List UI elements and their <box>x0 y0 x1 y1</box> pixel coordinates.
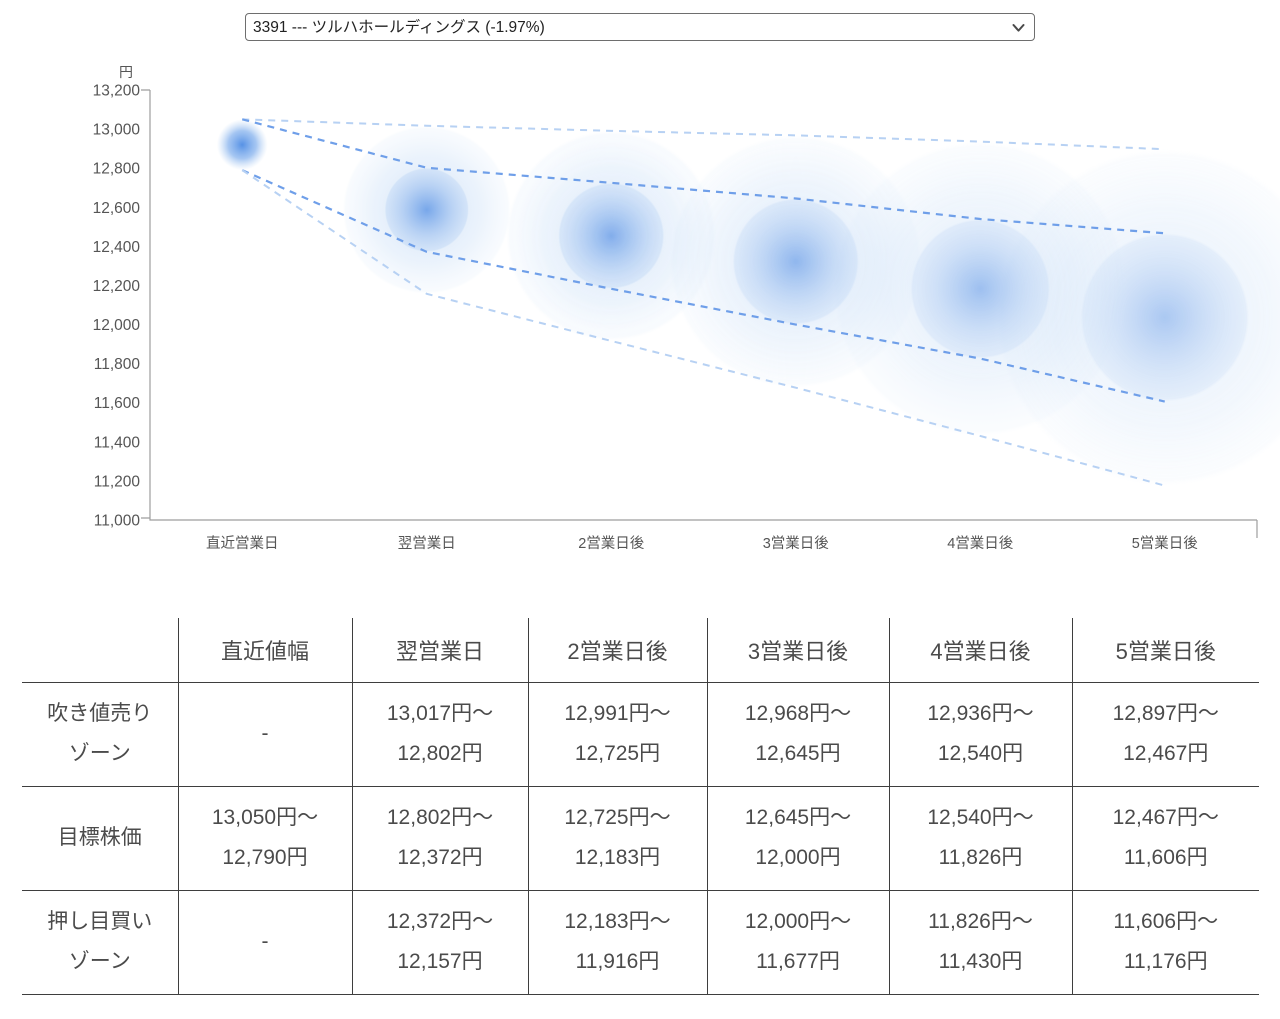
stock-selector-wrap: 3391 --- ツルハホールディングス (-1.97%) <box>245 13 1035 41</box>
y-tick-label: 12,600 <box>93 200 141 217</box>
y-tick-label: 12,400 <box>93 239 141 256</box>
chart-axes <box>141 89 1258 538</box>
price-range-cell: 13,050円～ 12,790円 <box>177 785 353 891</box>
forecast-bubble-inner <box>384 167 469 252</box>
forecast-bubble <box>342 125 511 294</box>
y-tick-label: 13,200 <box>93 83 141 100</box>
forecast-table: 直近値幅 翌営業日 2営業日後 3営業日後 4営業日後 5営業日後 吹き値売り … <box>22 618 1259 995</box>
price-range-cell: 12,802円～ 12,372円 <box>351 785 529 891</box>
y-axis-unit: 円 <box>119 64 133 80</box>
price-range-cell: 12,183円～ 11,916円 <box>527 889 708 995</box>
price-range-cell: 13,017円～ 12,802円 <box>351 681 529 787</box>
price-range-cell: 12,991円～ 12,725円 <box>527 681 708 787</box>
y-tick-label: 13,000 <box>93 122 141 139</box>
table-header-cell: 直近値幅 <box>177 618 353 683</box>
y-tick-label: 11,800 <box>94 356 141 373</box>
price-range-cell: 12,000円～ 11,677円 <box>706 889 890 995</box>
table-header-cell: 2営業日後 <box>527 618 708 683</box>
forecast-bubble-inner <box>732 198 859 325</box>
price-range-cell: 12,968円～ 12,645円 <box>706 681 890 787</box>
y-tick-label: 11,000 <box>94 513 141 530</box>
price-range-cell: 12,725円～ 12,183円 <box>527 785 708 891</box>
x-tick-label: 翌営業日 <box>398 535 456 552</box>
price-range-cell: 12,540円～ 11,826円 <box>888 785 1073 891</box>
price-range-cell: 11,826円～ 11,430円 <box>888 889 1073 995</box>
forecast-range-line <box>242 118 1165 151</box>
price-range-cell: - <box>177 681 353 787</box>
forecast-bubble-inner <box>558 182 665 289</box>
table-header-cell: 3営業日後 <box>706 618 890 683</box>
forecast-range-line <box>241 118 1165 235</box>
table-row-buy-zone: 押し目買い ゾーン - 12,372円～ 12,157円 12,183円～ 11… <box>22 889 1259 995</box>
stock-selector[interactable]: 3391 --- ツルハホールディングス (-1.97%) <box>245 13 1035 41</box>
price-range-cell: - <box>177 889 353 995</box>
forecast-bubble <box>669 135 922 388</box>
y-tick-label: 11,600 <box>94 395 141 412</box>
price-range-cell: 12,467円～ 11,606円 <box>1071 785 1259 891</box>
y-tick-label: 12,200 <box>93 278 141 295</box>
forecast-range-line <box>241 169 1165 403</box>
y-tick-label: 12,000 <box>93 317 141 334</box>
x-tick-label: 直近営業日 <box>206 535 279 552</box>
x-tick-label: 2営業日後 <box>578 535 645 552</box>
table-header-row: 直近値幅 翌営業日 2営業日後 3営業日後 4営業日後 5営業日後 <box>22 618 1259 683</box>
y-tick-label: 11,400 <box>94 434 141 451</box>
forecast-bubble <box>506 130 717 341</box>
row-label: 目標株価 <box>22 785 179 891</box>
table-header-cell: 4営業日後 <box>888 618 1073 683</box>
y-tick-label: 12,800 <box>93 161 141 178</box>
row-label: 押し目買い ゾーン <box>22 889 179 995</box>
price-range-cell: 12,372円～ 12,157円 <box>351 889 529 995</box>
price-range-cell: 12,936円～ 12,540円 <box>888 681 1073 787</box>
y-tick-label: 11,200 <box>94 473 141 490</box>
x-tick-label: 4営業日後 <box>947 535 1014 552</box>
table-row-target-price: 目標株価 13,050円～ 12,790円 12,802円～ 12,372円 1… <box>22 785 1259 891</box>
forecast-range-line <box>241 169 1166 487</box>
price-range-cell: 12,645円～ 12,000円 <box>706 785 890 891</box>
current-price-bubble <box>216 119 268 171</box>
table-header-cell: 翌営業日 <box>351 618 529 683</box>
forecast-chart: 円 13,200 13,000 12,800 12,600 12,400 12,200 12,… <box>93 64 1280 552</box>
x-tick-label: 5営業日後 <box>1132 535 1199 552</box>
row-label: 吹き値売り ゾーン <box>22 681 179 787</box>
price-range-cell: 11,606円～ 11,176円 <box>1071 889 1259 995</box>
table-corner-cell <box>22 618 179 683</box>
table-header-cell: 5営業日後 <box>1071 618 1259 683</box>
price-range-cell: 12,897円～ 12,467円 <box>1071 681 1259 787</box>
x-tick-label: 3営業日後 <box>763 535 830 552</box>
forecast-bubble-inner <box>910 219 1051 359</box>
table-row-sell-zone: 吹き値売り ゾーン - 13,017円～ 12,802円 12,991円～ 12… <box>22 681 1259 787</box>
